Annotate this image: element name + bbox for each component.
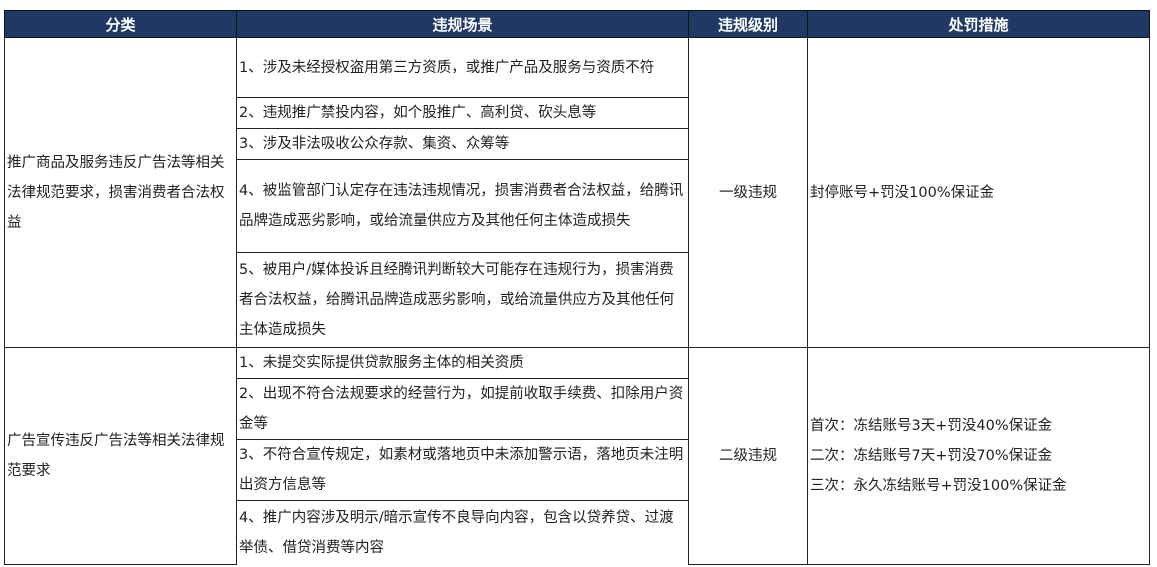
category-cell: 广告宣传违反广告法等相关法律规范要求: [4, 347, 237, 565]
table-row: 2、出现不符合法规要求的经营行为，如提前收取手续费、扣除用户资金等: [5, 378, 1150, 440]
violation-penalty-table: 分类 违规场景 违规级别 处罚措施 推广商品及服务违反广告法等相关法律规范要求，…: [4, 10, 1150, 565]
header-penalty: 处罚措施: [807, 10, 1150, 38]
table-row: 广告宣传违反广告法等相关法律规范要求 1、未提交实际提供贷款服务主体的相关资质 …: [4, 347, 1150, 565]
penalty-second: 二次：冻结账号7天+罚没70%保证金: [810, 448, 1053, 464]
table-row: 5、被用户/媒体投诉且经腾讯判断较大可能存在违规行为，损害消费者合法权益，给腾讯…: [5, 252, 1150, 348]
scenario-cell: 3、涉及非法吸收公众存款、集资、众筹等: [236, 128, 689, 160]
header-level: 违规级别: [688, 10, 808, 38]
scenario-cell: 5、被用户/媒体投诉且经腾讯判断较大可能存在违规行为，损害消费者合法权益，给腾讯…: [236, 252, 689, 348]
table-row: 推广商品及服务违反广告法等相关法律规范要求，损害消费者合法权益 1、涉及未经授权…: [4, 37, 1150, 348]
table-row: 3、涉及非法吸收公众存款、集资、众筹等: [5, 128, 1150, 160]
scenario-cell: 4、推广内容涉及明示/暗示宣传不良导向内容，包含以贷养贷、过渡举债、借贷消费等内…: [236, 500, 689, 565]
table-row: 2、违规推广禁投内容，如个股推广、高利贷、砍头息等: [5, 97, 1150, 129]
scenario-cell: 1、未提交实际提供贷款服务主体的相关资质: [236, 347, 689, 379]
scenario-cell: 2、出现不符合法规要求的经营行为，如提前收取手续费、扣除用户资金等: [236, 378, 689, 440]
penalty-cell: 封停账号+罚没100%保证金: [807, 37, 1150, 348]
header-scenario: 违规场景: [236, 10, 689, 38]
level-cell: 二级违规: [688, 347, 808, 565]
penalty-third: 三次：永久冻结账号+罚没100%保证金: [810, 478, 1067, 494]
scenario-cell: 4、被监管部门认定存在违法违规情况，损害消费者合法权益，给腾讯品牌造成恶劣影响，…: [236, 159, 689, 253]
scenario-cell: 2、违规推广禁投内容，如个股推广、高利贷、砍头息等: [236, 97, 689, 129]
table-row: 3、不符合宣传规定，如素材或落地页中未添加警示语，落地页未注明出资方信息等: [5, 439, 1150, 501]
scenario-cell: 3、不符合宣传规定，如素材或落地页中未添加警示语，落地页未注明出资方信息等: [236, 439, 689, 501]
penalty-first: 首次：冻结账号3天+罚没40%保证金: [810, 418, 1053, 434]
table-header-row: 分类 违规场景 违规级别 处罚措施: [4, 10, 1150, 38]
category-cell: 推广商品及服务违反广告法等相关法律规范要求，损害消费者合法权益: [4, 37, 237, 348]
penalty-cell: 首次：冻结账号3天+罚没40%保证金 二次：冻结账号7天+罚没70%保证金 三次…: [807, 347, 1150, 565]
scenario-cell: 1、涉及未经授权盗用第三方资质，或推广产品及服务与资质不符: [236, 37, 689, 98]
table-row: 4、被监管部门认定存在违法违规情况，损害消费者合法权益，给腾讯品牌造成恶劣影响，…: [5, 159, 1150, 253]
level-cell: 一级违规: [688, 37, 808, 348]
table-row: 4、推广内容涉及明示/暗示宣传不良导向内容，包含以贷养贷、过渡举债、借贷消费等内…: [5, 500, 1150, 565]
header-category: 分类: [4, 10, 237, 38]
